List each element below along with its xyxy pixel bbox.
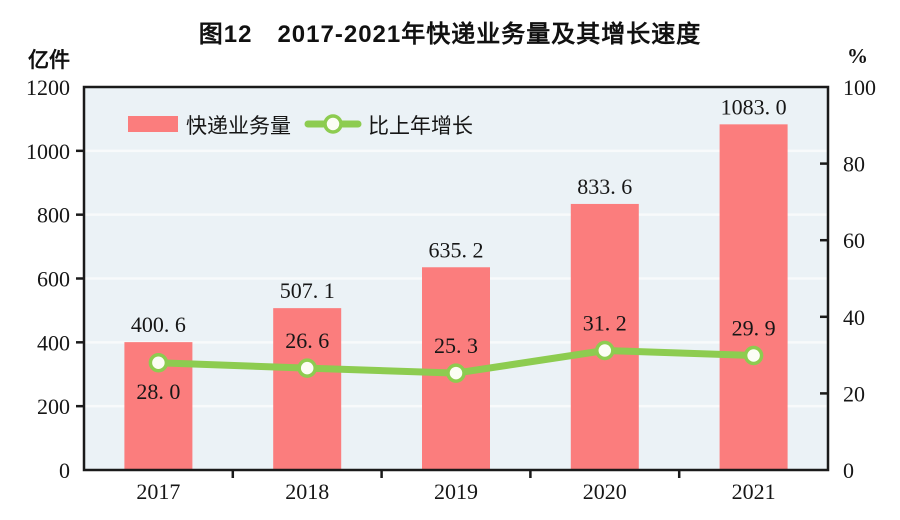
line-point-2020 xyxy=(595,340,615,361)
bar-label-2019: 635. 2 xyxy=(429,237,484,262)
right-tick-label-20: 20 xyxy=(843,381,865,406)
bar-label-2018: 507. 1 xyxy=(280,278,335,303)
bar-label-2021: 1083. 0 xyxy=(721,94,787,119)
line-label-2017: 28. 0 xyxy=(136,379,180,404)
chart-title: 图12 2017-2021年快递业务量及其增长速度 xyxy=(198,21,702,48)
right-tick-label-40: 40 xyxy=(843,305,865,330)
line-label-2020: 31. 2 xyxy=(583,311,627,336)
bar-label-2017: 400. 6 xyxy=(131,312,186,337)
right-tick-label-60: 60 xyxy=(843,228,865,253)
bar-2020 xyxy=(570,203,639,470)
left-tick-label-600: 600 xyxy=(37,267,70,292)
line-point-2021 xyxy=(743,345,764,366)
line-point-2017 xyxy=(148,353,169,373)
left-tick-label-800: 800 xyxy=(37,203,70,228)
category-label-2018: 2018 xyxy=(285,479,329,504)
line-point-2019 xyxy=(446,363,466,383)
right-tick-label-0: 0 xyxy=(843,458,854,483)
line-label-2018: 26. 6 xyxy=(285,328,329,353)
right-axis-unit: % xyxy=(847,44,868,68)
right-tick-label-100: 100 xyxy=(843,75,876,100)
line-label-2019: 25. 3 xyxy=(434,333,478,358)
legend-bar-swatch xyxy=(128,116,178,132)
left-tick-label-1000: 1000 xyxy=(26,139,70,164)
left-tick-label-0: 0 xyxy=(59,458,70,483)
left-axis-unit: 亿件 xyxy=(28,48,70,72)
bar-2018 xyxy=(273,308,342,470)
bar-label-2020: 833. 6 xyxy=(577,174,632,199)
category-label-2019: 2019 xyxy=(434,479,478,504)
legend-line-label: 比上年增长 xyxy=(368,114,473,138)
category-label-2021: 2021 xyxy=(732,479,776,504)
left-tick-label-400: 400 xyxy=(37,330,70,355)
legend-bar-label: 快递业务量 xyxy=(186,114,291,138)
left-tick-label-1200: 1200 xyxy=(26,75,70,100)
line-label-2021: 29. 9 xyxy=(732,315,776,340)
category-label-2020: 2020 xyxy=(583,479,627,504)
category-label-2017: 2017 xyxy=(136,479,180,504)
left-tick-label-200: 200 xyxy=(37,394,70,419)
legend-line-marker xyxy=(323,114,343,134)
bar-2021 xyxy=(719,124,788,470)
line-point-2018 xyxy=(297,358,317,378)
right-tick-label-80: 80 xyxy=(843,152,865,177)
